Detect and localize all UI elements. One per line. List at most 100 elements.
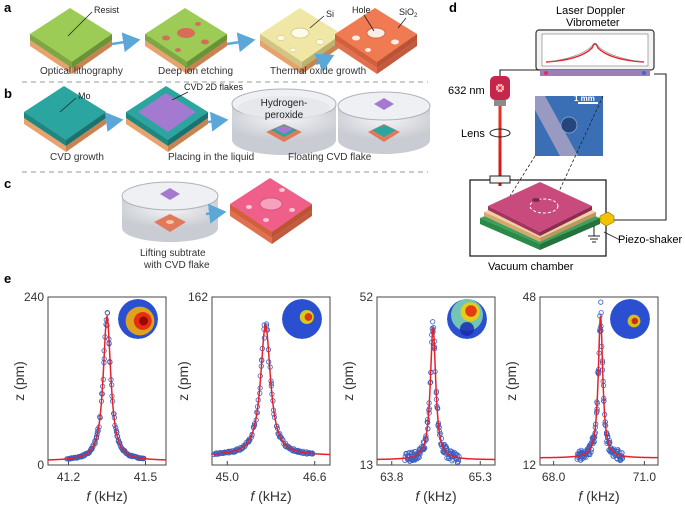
- b-arrow-1: [104, 112, 124, 132]
- panel-d-label: d: [449, 0, 457, 15]
- a-block-sio2: Hole SiO2: [335, 5, 418, 74]
- chart-3-fit-line: [376, 327, 496, 461]
- chart-3-xtick-label: 63.8: [380, 470, 404, 484]
- chart-4-point: [583, 454, 589, 460]
- microscope-inset: 1 mm: [535, 94, 603, 156]
- c-final-device: [230, 178, 312, 244]
- shaker-label: Piezo-shaker: [618, 234, 683, 246]
- sio2-callout: SiO2: [399, 7, 418, 19]
- inset-guide-2: [555, 95, 604, 199]
- a-block-resist: Resist: [30, 5, 120, 74]
- laser-head: [490, 76, 510, 106]
- chart-2-axes: [211, 296, 331, 466]
- b-dish-floating: [337, 91, 431, 154]
- liquid-label-1: Hydrogen-: [261, 98, 308, 109]
- chart-2: 162 45.0 46.6 z (pm) f (kHz): [175, 290, 331, 504]
- inset-guide-1: [509, 155, 536, 197]
- chart-2-ylabel: z (pm): [175, 361, 191, 401]
- piezo-shaker: [599, 211, 615, 227]
- chart-4-mode-shape: [610, 299, 650, 339]
- chart-4-fit-line: [540, 315, 658, 459]
- chart-4-xtick-label: 71.0: [633, 470, 657, 484]
- chart-1-xtick-label: 41.5: [134, 470, 158, 484]
- resist-callout: Resist: [94, 5, 120, 15]
- chart-2-mode-shape: [282, 299, 322, 339]
- chart-3-ylabel: z (pm): [340, 361, 356, 401]
- chart-4-point: [598, 310, 604, 316]
- resonance-charts: 0 240 41.2 41.5 z (pm) f (kHz) 162 45.0 46.6 z (p…: [11, 290, 659, 504]
- chart-3-xtick-label: 65.3: [469, 470, 493, 484]
- wavelength-label: 632 nm: [448, 85, 485, 97]
- a-step-2: Deep ion etching: [158, 66, 233, 77]
- c-dish-lifting: [121, 181, 219, 242]
- chart-4: 12 48 68.0 71.0 z (pm) f (kHz): [503, 290, 659, 504]
- chart-4-axes: [539, 296, 659, 466]
- chamber-label: Vacuum chamber: [488, 261, 574, 273]
- chart-3-ytick-label: 52: [360, 290, 374, 304]
- b-step-1: CVD growth: [50, 152, 104, 163]
- chart-1-point: [104, 322, 110, 329]
- b-step-2: Placing in the liquid: [168, 152, 254, 163]
- chart-3-axes: [376, 296, 496, 466]
- panel-c: c Lifting subtrate with CVD flake: [4, 176, 312, 271]
- panel-a-label: a: [4, 0, 12, 15]
- panel-e: e 0 240 41.2 41.5 z (pm) f (kHz) 162 45.0 46.6 z …: [4, 271, 659, 504]
- chart-3: 13 52 63.8 65.3 z (pm) f (kHz): [340, 290, 496, 504]
- chart-2-ytick-label: 162: [188, 290, 208, 304]
- chart-2-xtick-label: 46.6: [303, 470, 327, 484]
- chart-4-ylabel: z (pm): [503, 361, 519, 401]
- chart-4-point: [620, 454, 626, 460]
- lens-icon: [489, 128, 511, 138]
- chart-1-ytick-label: 0: [37, 458, 44, 472]
- panel-d: d Laser Doppler Vibrometer 632 nm Lens: [448, 0, 683, 273]
- chart-3-mode-shape: [447, 299, 487, 339]
- vibrometer-label-2: Vibrometer: [566, 17, 620, 29]
- ground-symbol: [588, 226, 600, 243]
- chart-3-xlabel: f (kHz): [415, 488, 456, 504]
- chart-3-point: [455, 459, 461, 465]
- chart-1-fit-line: [47, 314, 167, 461]
- b-block-mo: Mo: [24, 86, 106, 152]
- a-arrow-2: [226, 32, 256, 53]
- a-arrow-1: [111, 32, 141, 53]
- chart-3-point: [416, 454, 422, 461]
- laser-beam: [498, 106, 502, 186]
- c-arrow: [205, 203, 227, 224]
- chart-1-axes: [47, 296, 167, 466]
- chart-2-fit-line: [211, 323, 331, 456]
- signal-cable: [614, 73, 667, 221]
- chart-1-point: [104, 309, 110, 316]
- b-arrow-2: [207, 111, 229, 132]
- panel-e-label: e: [4, 271, 11, 286]
- a-step-3: Thermal oxide growth: [270, 66, 366, 77]
- chart-2-xlabel: f (kHz): [250, 488, 291, 504]
- chart-4-ytick-label: 48: [523, 290, 537, 304]
- chart-4-ytick-label: 12: [523, 458, 537, 472]
- chart-3-ytick-label: 13: [360, 458, 374, 472]
- chart-1-mode-shape: [118, 299, 158, 339]
- chart-2-xtick-label: 45.0: [216, 470, 240, 484]
- chamber-window: [489, 175, 511, 184]
- chart-1-xtick-label: 41.2: [57, 470, 81, 484]
- mo-callout: Mo: [78, 91, 91, 101]
- b-dish-liquid: Hydrogen- peroxide: [231, 88, 337, 155]
- chart-4-xtick-label: 68.0: [542, 470, 566, 484]
- chart-4-xlabel: f (kHz): [578, 488, 619, 504]
- chart-1-ylabel: z (pm): [11, 361, 27, 401]
- chart-4-point: [587, 451, 593, 458]
- flakes-callout: CVD 2D flakes: [184, 82, 244, 92]
- vibrometer-label-1: Laser Doppler: [556, 5, 625, 17]
- shaker-callout-line: [603, 231, 621, 241]
- a-arrow-3: [314, 53, 335, 72]
- a-block-patterned: [145, 8, 227, 74]
- chart-4-point: [588, 449, 594, 455]
- chart-3-point: [430, 319, 436, 325]
- b-block-flakes: CVD 2D flakes: [126, 82, 244, 152]
- liquid-label-2: peroxide: [265, 110, 304, 121]
- panel-a: a Resist: [4, 0, 418, 77]
- chart-3-point: [444, 445, 450, 451]
- chart-1-ytick-label: 240: [24, 290, 44, 304]
- panel-b: b Mo CVD 2D flakes: [4, 82, 431, 163]
- chart-3-point: [456, 453, 462, 460]
